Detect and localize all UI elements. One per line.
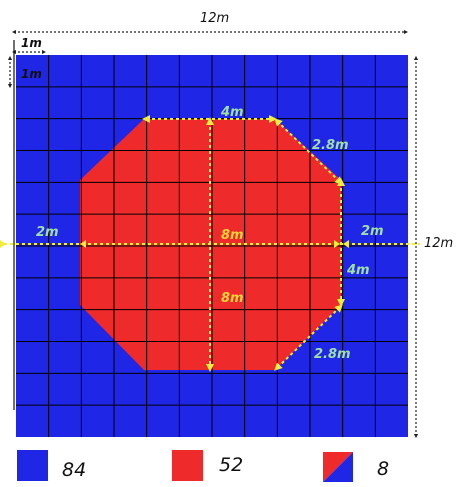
- top-edge-label: 4m: [220, 105, 244, 120]
- legend-blue-swatch: [17, 450, 48, 481]
- right-margin-label: 2m: [361, 224, 384, 239]
- diagonal-bottom-dimension: [274, 304, 343, 371]
- legend-split-swatch: [323, 452, 353, 482]
- dimension-markers: [0, 240, 349, 248]
- diagonal-top-dimension: [274, 118, 343, 185]
- octagon-width-label: 8m: [221, 228, 244, 243]
- cell-width-label: 1m: [21, 36, 42, 50]
- legend-split-count: 8: [377, 458, 389, 480]
- legend-blue-count: 84: [62, 459, 86, 481]
- outer-dimensions: [7, 29, 419, 439]
- legend-red-swatch: [172, 450, 203, 481]
- left-margin-label: 2m: [36, 225, 59, 240]
- diagonal-top-label: 2.8m: [312, 138, 349, 153]
- width-label: 12m: [200, 11, 229, 26]
- right-edge-label: 4m: [346, 263, 370, 278]
- dimension-lines: [4, 115, 420, 372]
- legend-red-count: 52: [219, 454, 243, 476]
- cell-height-label: 1m: [21, 67, 42, 81]
- octagon-height-label: 8m: [221, 291, 244, 306]
- height-label: 12m: [424, 236, 453, 251]
- legend: 84 52 8: [17, 450, 389, 482]
- diagonal-bottom-label: 2.8m: [314, 347, 351, 362]
